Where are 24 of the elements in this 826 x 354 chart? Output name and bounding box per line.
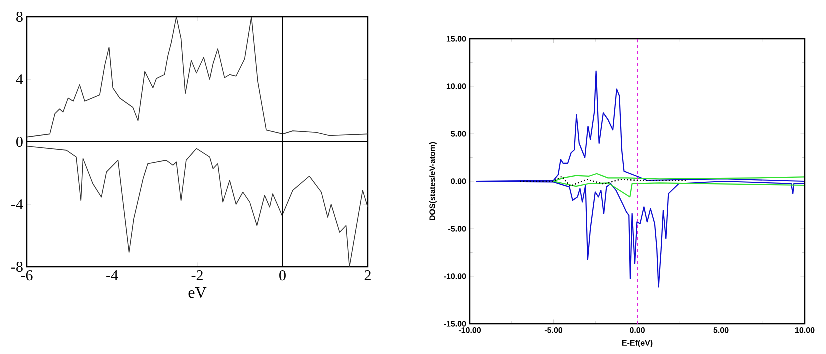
x-tick-label: -10.00 <box>458 328 482 334</box>
y-tick-label: 8 <box>16 12 23 22</box>
x-axis-title: E-Ef(eV) <box>622 340 653 348</box>
y-tick-label: 0 <box>16 136 23 148</box>
x-tick-label: -6 <box>21 270 33 281</box>
y-tick-label: -5.00 <box>448 226 466 232</box>
y-tick-label: 4 <box>16 74 24 84</box>
x-tick-label: -2 <box>192 270 203 280</box>
x-axis-title: eV <box>188 288 207 298</box>
x-tick-label: 10.00 <box>796 328 815 334</box>
y-tick-label: -15.00 <box>444 321 466 327</box>
x-tick-label: -4 <box>106 270 118 280</box>
x-tick-label: 0 <box>280 270 286 281</box>
x-tick-label: -5.00 <box>544 328 563 334</box>
y-tick-label: 15.00 <box>446 36 466 42</box>
x-tick-label: 2 <box>364 270 371 280</box>
y-tick-label: -8 <box>12 262 23 272</box>
y-tick-label: 0.00 <box>451 178 466 184</box>
y-axis-title: DOS(states/eV-atom) <box>429 142 437 221</box>
x-tick-label: 0.00 <box>630 328 645 334</box>
x-tick-label: 5.00 <box>714 328 729 334</box>
y-tick-label: -4 <box>12 200 24 210</box>
y-tick-label: 10.00 <box>446 84 466 90</box>
y-tick-label: 5.00 <box>451 131 466 137</box>
